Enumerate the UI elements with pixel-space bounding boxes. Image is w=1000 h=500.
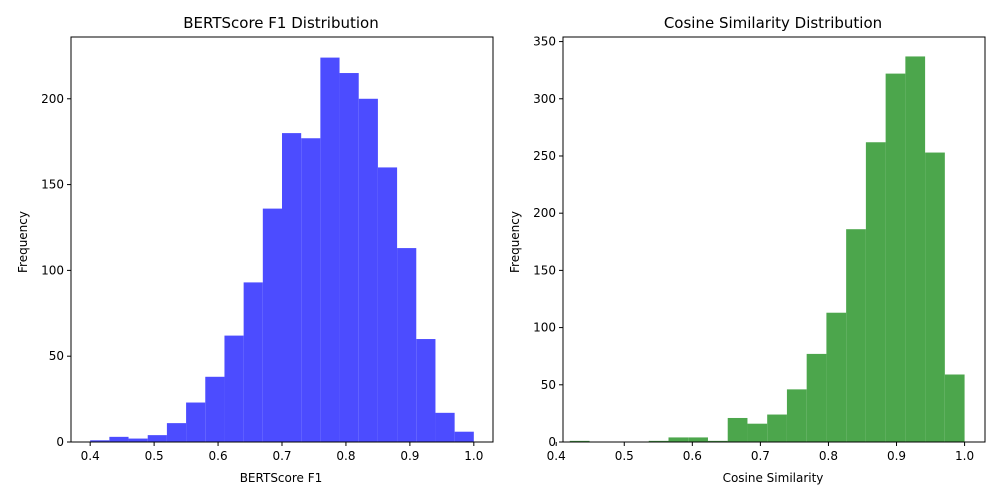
y-tick-label: 150 [41,178,64,192]
histogram-bar [707,440,728,442]
cosine-chart-panel: Cosine Similarity Distribution Cosine Si… [508,14,986,485]
histogram-bar [377,167,398,443]
histogram-bar [569,440,590,442]
x-tick-label: 0.5 [145,449,164,463]
histogram-bar [262,208,282,442]
histogram-bar [747,423,768,442]
histogram-bar [147,435,167,442]
histogram-bar [90,440,110,442]
bars [569,56,965,442]
histogram-bar [109,436,129,442]
x-tick-label: 0.9 [887,449,906,463]
y-tick-label: 250 [533,149,556,163]
y-tick-label: 200 [533,206,556,220]
y-tick-label: 100 [41,263,64,277]
y-axis-label: Frequency [16,211,30,273]
y-tick-label: 150 [533,263,556,277]
histogram-bar [243,282,263,442]
x-tick-label: 0.4 [547,449,566,463]
histogram-bar [224,335,244,442]
histogram-bar [944,374,965,442]
histogram-bar [301,138,321,442]
chart-title: Cosine Similarity Distribution [664,14,882,32]
histogram-bar [688,437,708,442]
bars [90,57,474,443]
chart-title: BERTScore F1 Distribution [183,14,379,32]
y-axis-label: Frequency [508,211,522,273]
histogram-bar [885,73,906,442]
y-tick-label: 50 [541,378,556,392]
x-tick-label: 0.7 [272,449,291,463]
y-tick-label: 300 [533,92,556,106]
x-axis-label: BERTScore F1 [240,471,323,485]
histogram-bar [339,73,359,442]
y-tick-label: 50 [49,349,64,363]
histogram-bar [358,98,378,442]
x-tick-label: 1.0 [464,449,483,463]
x-tick-label: 0.9 [400,449,419,463]
x-tick-label: 0.5 [615,449,634,463]
y-tick-label: 0 [548,435,556,449]
x-tick-label: 0.6 [683,449,702,463]
histogram-bar [786,389,807,442]
histogram-bar [648,440,669,442]
histogram-bar [668,437,689,442]
y-tick-label: 100 [533,321,556,335]
bertscore-chart-panel: BERTScore F1 Distribution BERTScore F1 F… [16,14,494,485]
histogram-bar [846,229,866,442]
histogram-bar [416,339,436,442]
histogram-bar [320,57,340,442]
histogram-bar [282,133,302,443]
histogram-bar [767,414,787,442]
x-tick-label: 0.8 [336,449,355,463]
x-tick-label: 1.0 [955,449,974,463]
x-tick-label: 0.4 [81,449,100,463]
y-tick-label: 200 [41,92,64,106]
x-axis-label: Cosine Similarity [723,471,824,485]
histogram-bar [454,431,474,442]
x-tick-label: 0.6 [209,449,228,463]
histogram-bar [905,56,926,442]
y-tick-label: 0 [56,435,64,449]
histogram-bar [826,312,847,442]
histogram-bar [925,152,945,442]
histogram-bar [128,438,148,442]
histogram-bar [865,142,886,442]
histogram-bar [166,423,187,442]
histogram-bar [806,353,827,442]
x-tick-label: 0.8 [819,449,838,463]
histogram-bar [727,417,748,442]
x-tick-label: 0.7 [751,449,770,463]
histogram-bar [435,412,455,442]
histogram-bar [186,402,206,442]
histogram-bar [397,248,417,442]
axes-frame [562,36,986,443]
y-tick-label: 350 [533,35,556,49]
histogram-bar [205,376,225,442]
